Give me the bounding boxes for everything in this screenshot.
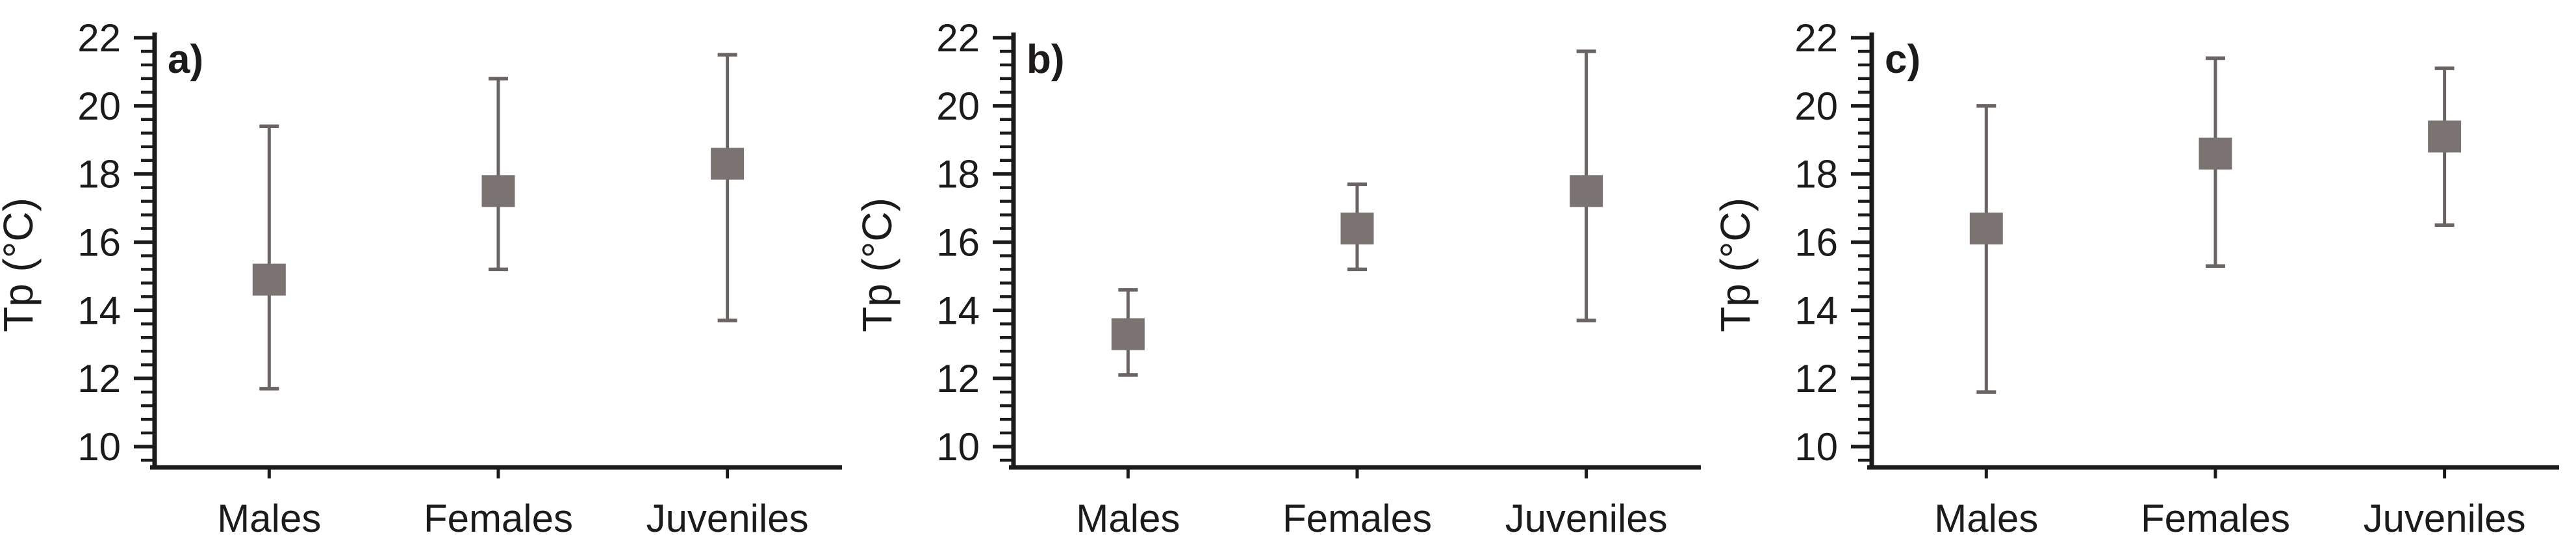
y-tick-label: 12 bbox=[77, 357, 121, 400]
y-axis-title: Tp (°C) bbox=[1717, 198, 1759, 332]
y-tick-label: 10 bbox=[936, 425, 980, 469]
data-marker bbox=[1340, 213, 1374, 245]
panel-letter: b) bbox=[1027, 37, 1065, 82]
chart-panel-a: 10 12 14 16 18 20 22 Tp (°C) a) Males Females Juven… bbox=[0, 16, 842, 535]
y-tick-label: 22 bbox=[936, 16, 980, 60]
y-tick-label: 14 bbox=[936, 289, 980, 332]
data-marker bbox=[252, 263, 286, 296]
data-marker bbox=[711, 148, 745, 180]
y-tick-label: 22 bbox=[77, 16, 121, 60]
y-tick-label: 18 bbox=[936, 153, 980, 196]
y-tick-label: 10 bbox=[77, 425, 121, 469]
y-axis-title: Tp (°C) bbox=[0, 198, 42, 332]
category-label: Males bbox=[1935, 497, 2039, 535]
y-tick-label: 22 bbox=[1795, 16, 1839, 60]
y-tick-label: 20 bbox=[1795, 85, 1839, 128]
category-label: Males bbox=[1076, 497, 1180, 535]
chart-panel-b: 10 12 14 16 18 20 22 Tp (°C) b) Males Females Juven… bbox=[859, 16, 1701, 535]
y-tick-label: 20 bbox=[77, 85, 121, 128]
data-marker bbox=[2199, 137, 2232, 170]
y-tick-label: 10 bbox=[1795, 425, 1839, 469]
y-tick-label: 20 bbox=[936, 85, 980, 128]
y-tick-label: 16 bbox=[77, 220, 121, 264]
panel-a: 10 12 14 16 18 20 22 Tp (°C) a) Males Females Juven… bbox=[0, 0, 859, 535]
y-tick-label: 18 bbox=[77, 153, 121, 196]
y-tick-label: 18 bbox=[1795, 153, 1839, 196]
y-tick-label: 12 bbox=[1795, 357, 1839, 400]
data-marker bbox=[1970, 213, 2004, 245]
y-tick-label: 14 bbox=[1795, 289, 1839, 332]
category-label: Juveniles bbox=[646, 497, 809, 535]
y-tick-label: 14 bbox=[77, 289, 121, 332]
panel-letter: a) bbox=[168, 37, 203, 82]
data-marker bbox=[481, 175, 515, 207]
y-axis-title: Tp (°C) bbox=[859, 198, 900, 332]
category-label: Juveniles bbox=[2364, 497, 2526, 535]
panel-c: 10 12 14 16 18 20 22 Tp (°C) c) Males Females Juven… bbox=[1717, 0, 2576, 535]
y-tick-label: 12 bbox=[936, 357, 980, 400]
y-tick-label: 16 bbox=[1795, 220, 1839, 264]
category-label: Juveniles bbox=[1505, 497, 1667, 535]
data-marker bbox=[2428, 120, 2462, 153]
chart-panel-c: 10 12 14 16 18 20 22 Tp (°C) c) Males Females Juven… bbox=[1717, 16, 2560, 535]
panel-b: 10 12 14 16 18 20 22 Tp (°C) b) Males Females Juven… bbox=[859, 0, 1718, 535]
data-marker bbox=[1569, 175, 1603, 207]
panel-letter: c) bbox=[1885, 37, 1920, 82]
category-label: Females bbox=[1282, 497, 1432, 535]
y-tick-label: 16 bbox=[936, 220, 980, 264]
data-marker bbox=[1111, 318, 1145, 350]
category-label: Females bbox=[424, 497, 573, 535]
category-label: Females bbox=[2141, 497, 2290, 535]
category-label: Males bbox=[217, 497, 321, 535]
